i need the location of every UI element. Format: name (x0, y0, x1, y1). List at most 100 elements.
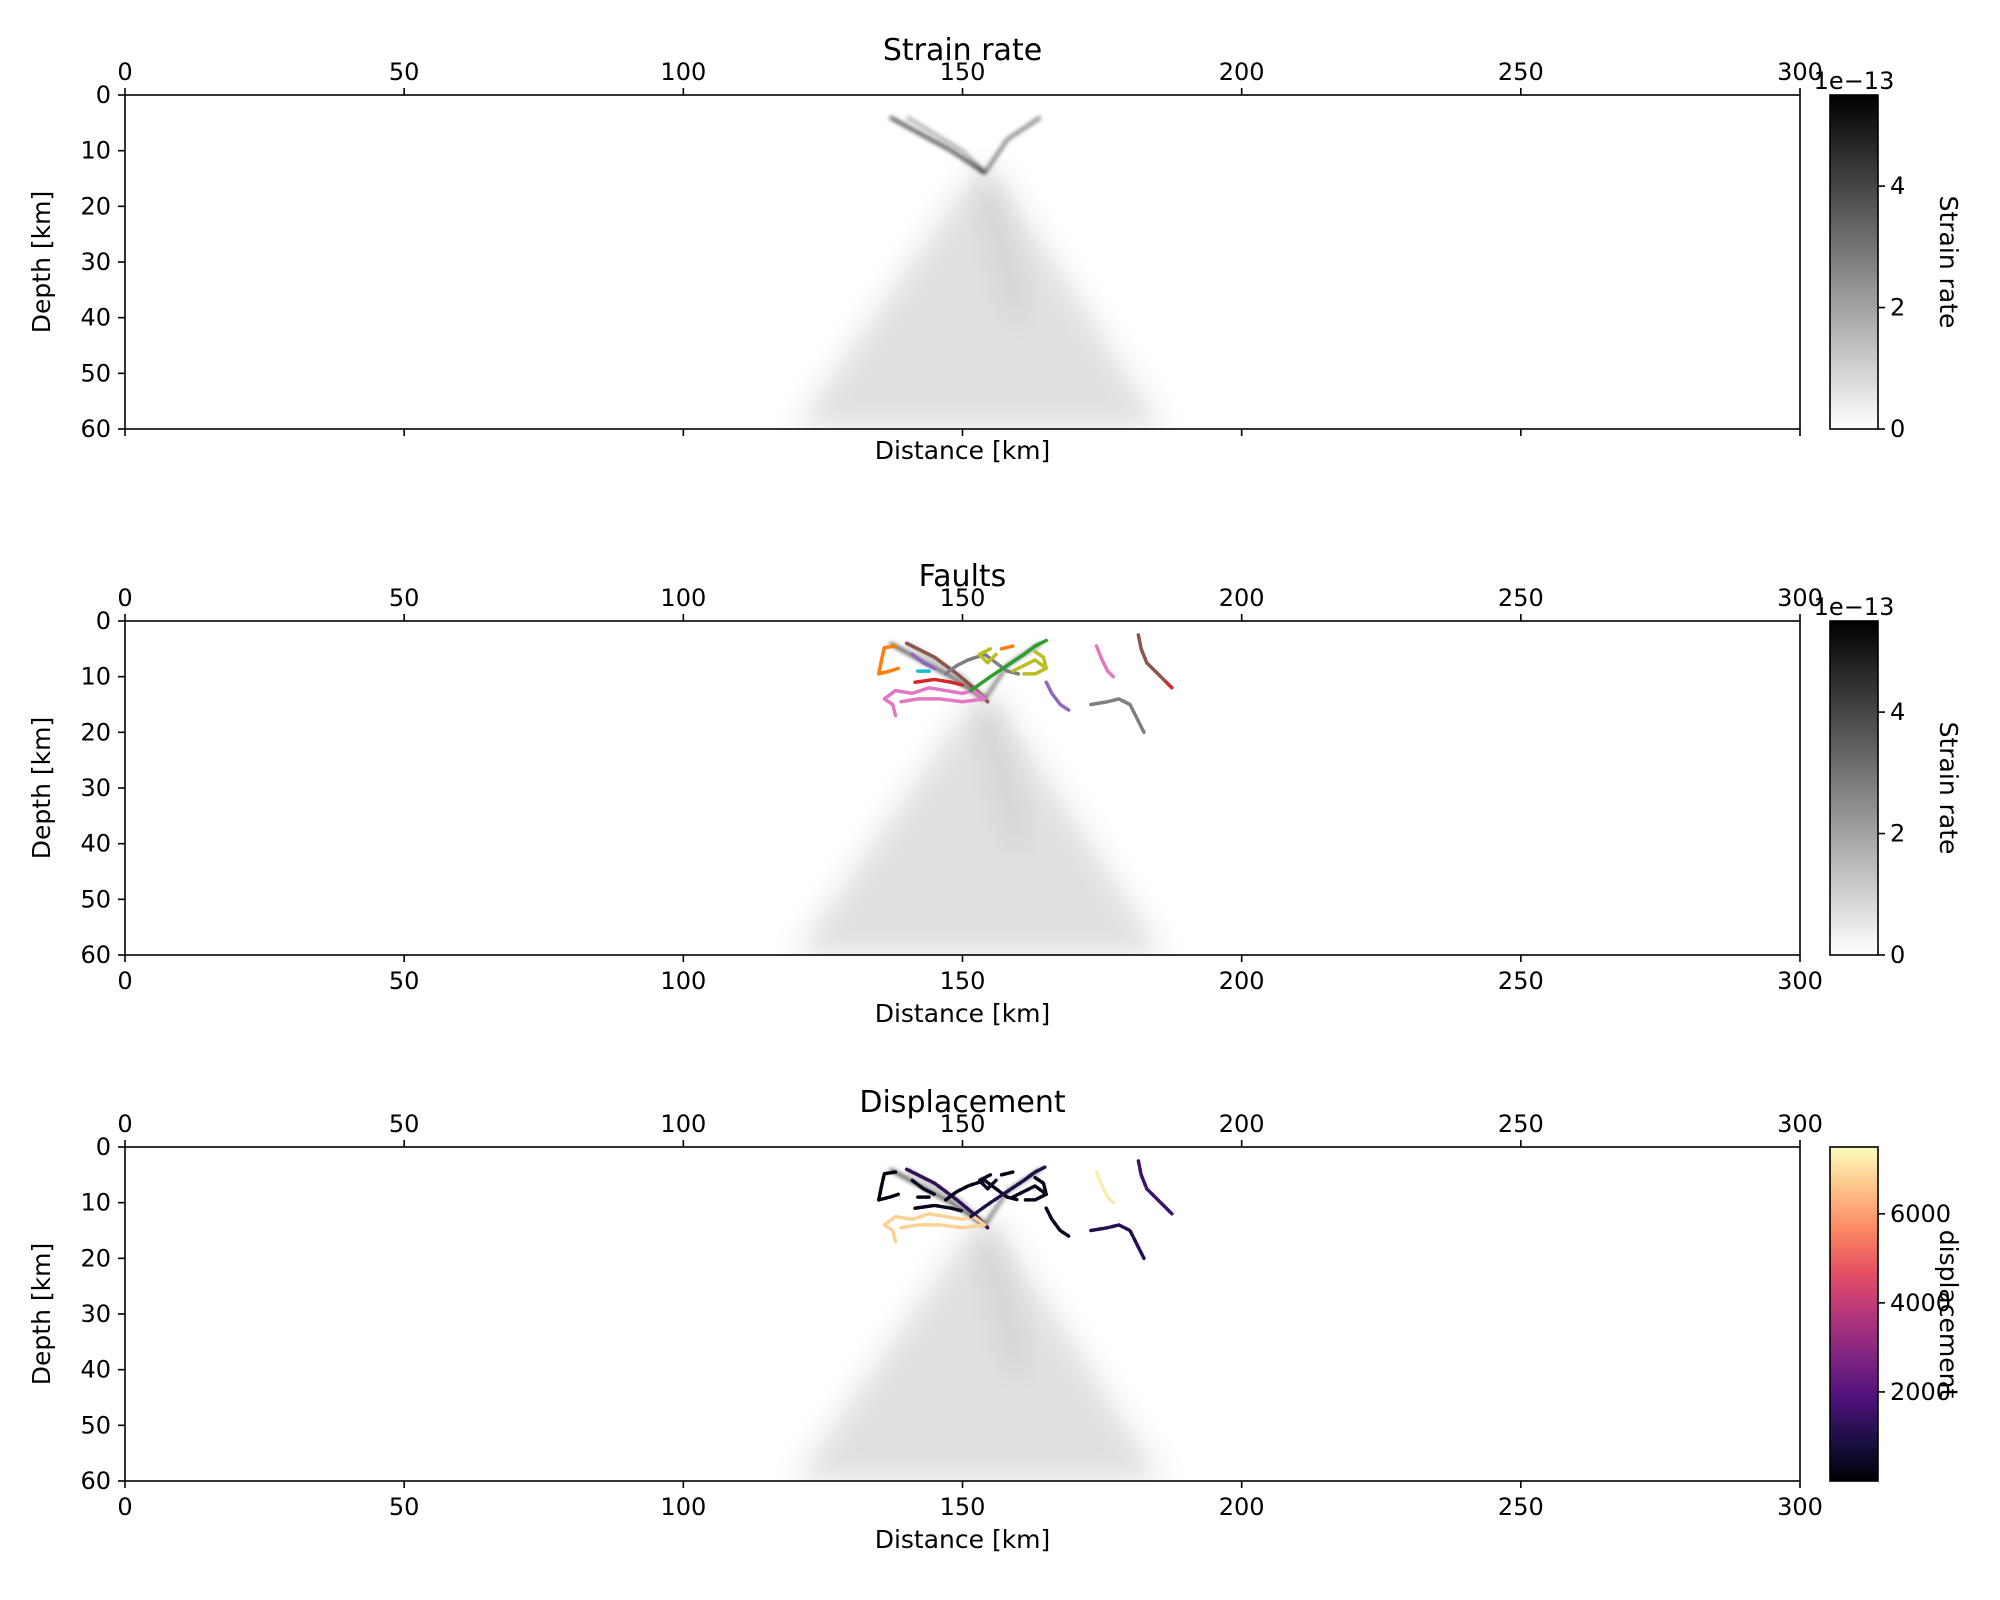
x-tick-label-top: 50 (389, 58, 420, 86)
x-tick-label-top: 0 (117, 1110, 132, 1138)
y-tick-label: 0 (96, 607, 111, 635)
panel-title: Faults (919, 559, 1007, 594)
x-tick-label: 0 (117, 967, 132, 995)
fault-line (999, 644, 1015, 651)
fault-line (969, 1164, 1048, 1219)
fault-line (1094, 644, 1115, 679)
y-tick-label: 60 (80, 1467, 111, 1495)
fault-line (1164, 680, 1174, 690)
x-tick-label-top: 300 (1777, 58, 1823, 86)
strain-deep-fan (795, 1224, 1164, 1481)
x-tick-label-top: 50 (389, 584, 420, 612)
y-tick-label: 10 (80, 663, 111, 691)
y-tick-label: 30 (80, 1300, 111, 1328)
fault-line (999, 1170, 1015, 1177)
x-tick-label-top: 0 (117, 584, 132, 612)
y-tick-label: 20 (80, 1244, 111, 1272)
strain-deep-fan (795, 698, 1164, 955)
fault-line (1044, 1206, 1071, 1238)
fault-line (1033, 649, 1048, 671)
fault-line (977, 647, 998, 665)
y-tick-label: 10 (80, 137, 111, 165)
fault-line (1136, 1159, 1169, 1210)
x-axis-label: Distance [km] (875, 999, 1051, 1028)
strain-core (979, 697, 1024, 845)
panel-title: Strain rate (883, 33, 1042, 68)
fault-lines (877, 633, 1174, 735)
fault-line (1089, 1223, 1146, 1261)
fault-line (910, 652, 937, 671)
fault-line (882, 686, 987, 718)
panel-2: 0050501001001501502002002502503003000102… (27, 559, 1963, 1028)
fault-line (977, 1173, 998, 1191)
fault-lines (877, 1159, 1174, 1261)
colorbar-tick-label: 4000 (1890, 1289, 1951, 1317)
y-tick-label: 20 (80, 718, 111, 746)
panel-3: 0050501001001501502002002502503003000102… (27, 1085, 1963, 1554)
colorbar-gradient (1830, 95, 1878, 429)
x-tick-label-top: 150 (940, 584, 986, 612)
colorbar-label: Strain rate (1934, 722, 1963, 855)
fault-line (1011, 658, 1048, 676)
x-tick-label-top: 200 (1219, 1110, 1265, 1138)
y-tick-label: 20 (80, 192, 111, 220)
fault-line (882, 1212, 987, 1244)
colorbar-gradient (1830, 621, 1878, 955)
colorbar-label: Strain rate (1934, 196, 1963, 329)
y-tick-label: 50 (80, 359, 111, 387)
x-tick-label-top: 200 (1219, 584, 1265, 612)
x-tick-label-top: 250 (1498, 58, 1544, 86)
x-tick-label: 50 (389, 967, 420, 995)
colorbar-tick-label: 0 (1890, 941, 1905, 969)
fault-line (944, 1178, 1021, 1202)
x-tick-label-top: 300 (1777, 584, 1823, 612)
panel-title: Displacement (859, 1085, 1065, 1120)
x-tick-label: 150 (940, 1493, 986, 1521)
colorbar: 0 2 4 1e−13 Strain rate (1814, 593, 1963, 969)
y-axis-label: Depth [km] (27, 1243, 56, 1385)
strain-rate-field (795, 115, 1164, 429)
fault-line (877, 1170, 901, 1202)
fault-line (913, 677, 965, 687)
fault-line (910, 1178, 937, 1197)
colorbar-tick-label: 2 (1890, 294, 1905, 322)
x-tick-label: 300 (1777, 1493, 1823, 1521)
x-tick-label-top: 0 (117, 58, 132, 86)
colorbar-offset-text: 1e−13 (1814, 593, 1895, 621)
x-tick-label-top: 250 (1498, 1110, 1544, 1138)
strain-core (979, 171, 1024, 319)
y-tick-label: 60 (80, 941, 111, 969)
x-tick-label: 100 (660, 1493, 706, 1521)
x-axis-label: Distance [km] (875, 436, 1051, 465)
y-tick-label: 0 (96, 1133, 111, 1161)
strain-deep-fan (795, 172, 1164, 429)
x-tick-label: 250 (1498, 1493, 1544, 1521)
y-tick-label: 10 (80, 1189, 111, 1217)
x-tick-label: 300 (1777, 967, 1823, 995)
x-tick-label: 200 (1219, 1493, 1265, 1521)
colorbar: 0 2 4 1e−13 Strain rate (1814, 67, 1963, 443)
y-tick-label: 40 (80, 1356, 111, 1384)
fault-line (1136, 633, 1169, 684)
y-tick-label: 60 (80, 415, 111, 443)
fault-line (877, 644, 901, 676)
panel-1: 0 50 100 150 200 250 3000102030405060Distance … (27, 33, 1963, 465)
colorbar-tick-label: 0 (1890, 415, 1905, 443)
fault-line (913, 1203, 965, 1213)
y-axis-label: Depth [km] (27, 717, 56, 859)
strain-shear-band (983, 116, 1042, 174)
x-tick-label: 200 (1219, 967, 1265, 995)
colorbar-tick-label: 4 (1890, 172, 1905, 200)
x-tick-label: 50 (389, 1493, 420, 1521)
x-tick-label-top: 200 (1219, 58, 1265, 86)
x-tick-label: 100 (660, 967, 706, 995)
fault-line (944, 652, 1021, 676)
fault-line (969, 638, 1048, 693)
strain-core (979, 1223, 1024, 1371)
x-tick-label: 150 (940, 967, 986, 995)
x-tick-label-top: 150 (940, 1110, 986, 1138)
y-tick-label: 50 (80, 885, 111, 913)
y-axis-label: Depth [km] (27, 191, 56, 333)
x-tick-label-top: 50 (389, 1110, 420, 1138)
